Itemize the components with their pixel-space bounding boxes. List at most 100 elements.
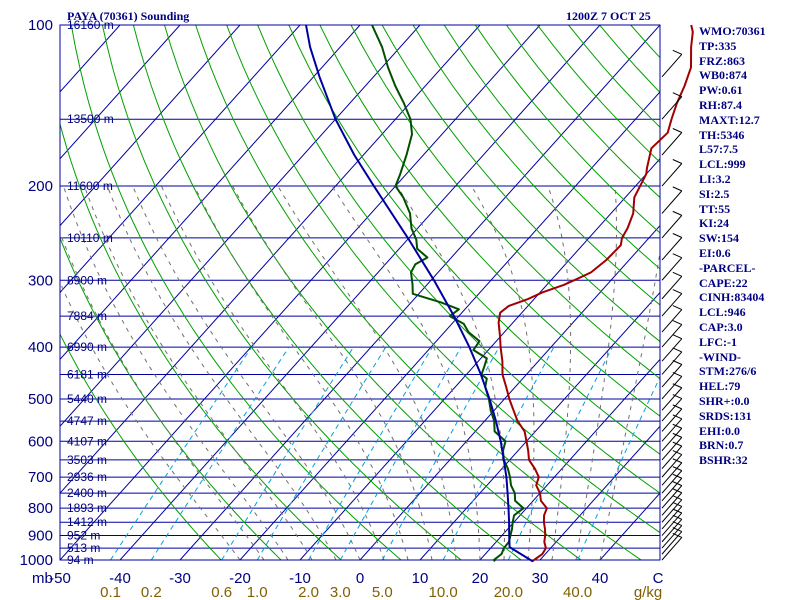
sounding-index-item: RH:87.4 [699, 97, 742, 112]
pressure-tick-label: 900 [28, 528, 53, 545]
wind-barb-flag [672, 450, 683, 456]
moist-adiabat-line [547, 185, 572, 560]
pressure-tick-label: 600 [28, 433, 53, 450]
sounding-index-item: BSHR:32 [699, 453, 748, 468]
moist-adiabat-line [60, 281, 241, 560]
wind-barb-flag [672, 423, 683, 429]
wind-barb [661, 398, 683, 422]
wind-barb [661, 53, 683, 78]
wind-barb-flag [672, 49, 683, 55]
temperature-tick-label: 0 [356, 570, 364, 587]
wind-barb [661, 351, 683, 375]
wind-barb [661, 408, 683, 432]
temperature-line [497, 24, 694, 563]
wind-barb [661, 492, 683, 516]
wind-barb-flag [672, 320, 683, 326]
wind-barb [661, 470, 683, 494]
sounding-index-item: MAXT:12.7 [699, 112, 760, 127]
moist-adiabat-line [63, 185, 289, 560]
pressure-tick-label: 300 [28, 272, 53, 289]
wind-barb [661, 531, 683, 555]
mixing-ratio-line [308, 346, 433, 560]
dry-adiabat-line [350, 25, 660, 380]
height-label: 7884 m [67, 309, 107, 323]
sounding-index-item: BRN:0.7 [699, 438, 744, 453]
dry-adiabat-line [70, 25, 402, 560]
isotherm-line [60, 25, 361, 361]
dry-adiabat-line [319, 25, 660, 417]
sounding-index-item: WMO:70361 [699, 24, 766, 38]
wind-barb-flag [672, 253, 683, 259]
temperature-unit-label: C [653, 570, 664, 587]
wind-barb [661, 537, 683, 561]
height-label: 1893 m [67, 501, 107, 515]
wind-barb [661, 427, 683, 452]
moist-adiabat-line [471, 185, 535, 560]
pressure-tick-label: 700 [28, 469, 53, 486]
wind-barb [661, 237, 683, 261]
wind-barb [661, 293, 683, 317]
isotherm-line [60, 25, 301, 294]
wind-barb [661, 338, 683, 362]
wind-barb [661, 525, 683, 549]
temperature-tick-label: -10 [289, 570, 311, 587]
wind-barb-flag [672, 159, 683, 164]
moist-adiabat-line [331, 185, 481, 560]
height-label: 513 m [67, 541, 100, 555]
valid-time-label: 1200Z 7 OCT 25 [566, 9, 651, 23]
temperature-tick-label: 20 [472, 570, 489, 587]
wind-barb-flag [672, 432, 683, 438]
mixing-ratio-line [339, 346, 462, 560]
plot-frame [59, 24, 661, 561]
sounding-index-item: LCL:999 [699, 157, 746, 172]
mixing-ratio-line [381, 346, 500, 560]
height-label: 8900 m [67, 273, 107, 287]
sounding-index-item: LFC:-1 [699, 334, 737, 349]
wind-barb [661, 309, 683, 333]
isotherm-line [119, 25, 601, 560]
dry-adiabat-line [132, 25, 522, 560]
mixing-ratio-line [150, 346, 290, 560]
sounding-index-item: WB0:874 [699, 68, 747, 83]
wind-barb-flag [672, 394, 683, 400]
height-label: 6181 m [67, 367, 107, 381]
dry-adiabat-line [226, 25, 660, 534]
isotherm-line [60, 25, 481, 494]
dry-adiabat-line [60, 122, 342, 560]
sounding-index-item: CAPE:22 [699, 275, 748, 290]
sounding-index-item: SI:2.5 [699, 186, 730, 201]
height-label: 4107 m [67, 434, 107, 448]
sounding-index-item: PW:0.61 [699, 83, 743, 98]
moist-adiabat-line [193, 185, 409, 560]
moist-adiabat-line [599, 249, 660, 560]
mixing-ratio-line [221, 346, 354, 560]
sounding-index-item: FRZ:863 [699, 53, 745, 68]
dry-adiabat-line [381, 25, 660, 343]
wind-barb-flag [672, 128, 683, 133]
wind-barb [661, 454, 683, 478]
mixing-ratio-label: 20.0 [494, 584, 523, 600]
dry-adiabat-line [60, 333, 222, 560]
wind-barb [661, 445, 683, 470]
sounding-indices-list: WMO:70361 TP:335 FRZ:863 WB0:874 PW:0.61 RH:8… [699, 24, 766, 468]
pressure-unit-label: mb [32, 570, 53, 587]
wind-barb-flag [672, 233, 683, 238]
wind-barb [661, 418, 683, 442]
isotherm-line [179, 25, 660, 560]
sounding-index-item: -WIND- [699, 349, 741, 364]
wind-barb-flag [672, 347, 683, 353]
mixing-ratio-label: 0.1 [100, 584, 121, 600]
wind-barb-flag [672, 404, 683, 410]
dry-adiabat-line [195, 25, 642, 560]
wind-barb-flag [672, 210, 683, 216]
wind-barb [661, 387, 683, 411]
sounding-index-item: EI:0.6 [699, 245, 731, 260]
sounding-index-item: KI:24 [699, 216, 729, 231]
temperature-tick-label: -40 [109, 570, 131, 587]
mixing-ratio-line [577, 376, 660, 560]
dewpoint-line [371, 24, 525, 563]
wind-barb-flag [672, 441, 683, 447]
height-label: 5440 m [67, 392, 107, 406]
